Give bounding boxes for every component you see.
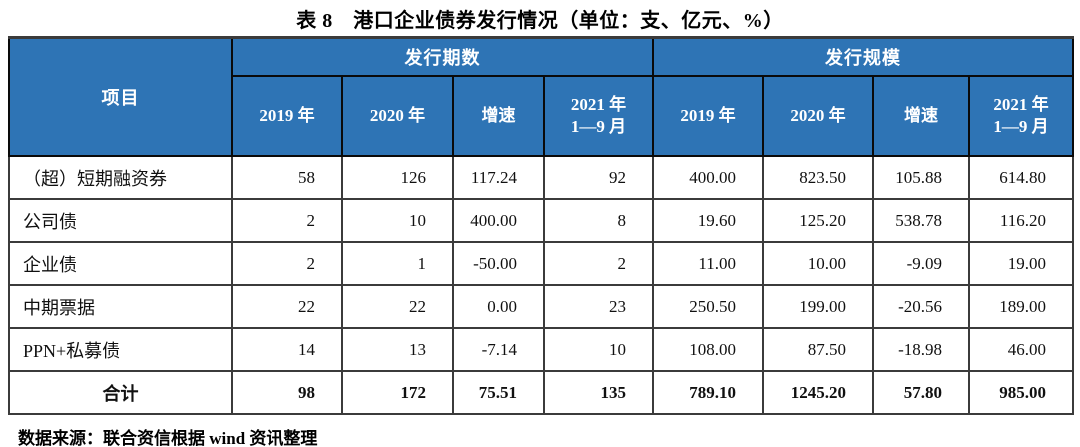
table-title: 表 8 港口企业债券发行情况（单位：支、亿元、%） (296, 10, 784, 32)
cell: 46.00 (968, 327, 1074, 372)
cell: 189.00 (968, 284, 1074, 329)
cell: 92 (543, 155, 654, 200)
cell: 8 (543, 198, 654, 243)
cell: -9.09 (872, 241, 970, 286)
col-header-count-2020: 2020 年 (341, 75, 454, 157)
cell: 105.88 (872, 155, 970, 200)
col-header-scale-2021: 2021 年 1—9 月 (968, 75, 1074, 157)
header-label: 2021 年 (570, 94, 627, 114)
cell: 22 (341, 284, 454, 329)
cell: 19.60 (652, 198, 764, 243)
cell: 19.00 (968, 241, 1074, 286)
header-label: 增速 (481, 105, 516, 125)
row-label: （超）短期融资券 (8, 155, 233, 200)
cell: 538.78 (872, 198, 970, 243)
col-header-item: 项目 (8, 36, 233, 157)
cell: 135 (543, 370, 654, 415)
cell: 10 (341, 198, 454, 243)
header-label: 2020 年 (369, 105, 426, 125)
cell: 23 (543, 284, 654, 329)
header-label: 2021 年 (993, 94, 1049, 114)
table-row-total: 合计 98 172 75.51 135 789.10 1245.20 57.80… (8, 370, 1074, 415)
cell: 11.00 (652, 241, 764, 286)
table-row: 企业债 2 1 -50.00 2 11.00 10.00 -9.09 19.00 (8, 241, 1074, 286)
header-label: 2019 年 (259, 105, 315, 125)
col-header-count-2019: 2019 年 (231, 75, 343, 157)
cell: 10.00 (762, 241, 874, 286)
cell: 614.80 (968, 155, 1074, 200)
cell: 117.24 (452, 155, 545, 200)
cell: -20.56 (872, 284, 970, 329)
header-label: 1—9 月 (993, 117, 1049, 136)
cell: 57.80 (872, 370, 970, 415)
header-year-row: 2019 年 2020 年 增速 2021 年 1—9 月 2019 年 2020… (9, 75, 1074, 157)
cell: 789.10 (652, 370, 764, 415)
group-header-issue-count: 发行期数 (231, 36, 654, 77)
cell: 108.00 (652, 327, 764, 372)
cell: 2 (543, 241, 654, 286)
row-label: 公司债 (8, 198, 233, 243)
data-source-note: 数据来源：联合资信根据 wind 资讯整理 (18, 429, 318, 447)
row-label: 企业债 (8, 241, 233, 286)
col-header-scale-growth: 增速 (872, 75, 970, 157)
header-label: 2020 年 (790, 105, 846, 125)
cell: -50.00 (452, 241, 545, 286)
row-label: 中期票据 (8, 284, 233, 329)
col-header-count-growth: 增速 (452, 75, 545, 157)
header-group-row: 项目 发行期数 发行规模 (8, 36, 1074, 157)
table-row: 中期票据 22 22 0.00 23 250.50 199.00 -20.56 … (8, 284, 1074, 329)
row-label: PPN+私募债 (8, 327, 233, 372)
cell: 985.00 (968, 370, 1074, 415)
cell: 13 (341, 327, 454, 372)
header-label: 增速 (904, 105, 938, 125)
cell: 823.50 (762, 155, 874, 200)
group-header-issue-scale: 发行规模 (652, 36, 1074, 77)
bond-issuance-table: 项目 发行期数 发行规模 2019 年 2020 年 增速 2021 年 1—9 … (8, 36, 1074, 415)
cell: 22 (231, 284, 343, 329)
header-label: 2019 年 (680, 105, 736, 125)
cell: 1245.20 (762, 370, 874, 415)
cell: 125.20 (762, 198, 874, 243)
cell: 75.51 (452, 370, 545, 415)
cell: -18.98 (872, 327, 970, 372)
header-label: 1—9 月 (570, 117, 627, 136)
col-header-scale-2019: 2019 年 (652, 75, 764, 157)
cell: 2 (231, 241, 343, 286)
cell: 126 (341, 155, 454, 200)
cell: 172 (341, 370, 454, 415)
cell: 98 (231, 370, 343, 415)
cell: 14 (231, 327, 343, 372)
table-row: （超）短期融资券 58 126 117.24 92 400.00 823.50 … (8, 155, 1074, 200)
table-row: 公司债 2 10 400.00 8 19.60 125.20 538.78 11… (8, 198, 1074, 243)
cell: 58 (231, 155, 343, 200)
cell: 1 (341, 241, 454, 286)
col-header-count-2021: 2021 年 1—9 月 (543, 75, 654, 157)
cell: -7.14 (452, 327, 545, 372)
row-label: 合计 (8, 370, 233, 415)
cell: 116.20 (968, 198, 1074, 243)
cell: 87.50 (762, 327, 874, 372)
table-row: PPN+私募债 14 13 -7.14 10 108.00 87.50 -18.… (8, 327, 1074, 372)
cell: 10 (543, 327, 654, 372)
cell: 199.00 (762, 284, 874, 329)
cell: 0.00 (452, 284, 545, 329)
col-header-scale-2020: 2020 年 (762, 75, 874, 157)
cell: 2 (231, 198, 343, 243)
cell: 250.50 (652, 284, 764, 329)
cell: 400.00 (452, 198, 545, 243)
cell: 400.00 (652, 155, 764, 200)
